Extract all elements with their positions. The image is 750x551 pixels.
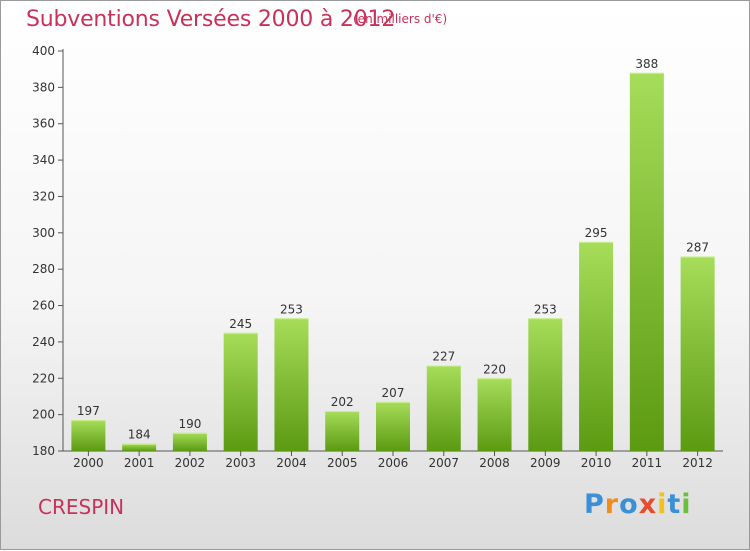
logo-letter: o — [619, 489, 639, 520]
x-tick-label-2007: 2007 — [428, 456, 459, 470]
bar-2006 — [376, 401, 410, 451]
axes: 180 200 220 240 260 280 300 320 340 360 380 400 2000… — [32, 44, 723, 470]
bar-2012 — [680, 256, 715, 451]
data-label-2009: 253 — [534, 302, 557, 316]
data-label-2001: 184 — [128, 428, 151, 442]
bar-2003 — [223, 332, 258, 451]
y-tick-label: 280 — [32, 262, 55, 276]
y-tick-label: 240 — [32, 335, 55, 349]
x-tick-label-2012: 2012 — [682, 456, 713, 470]
x-tick-label-2003: 2003 — [225, 456, 256, 470]
y-tick-label: 260 — [32, 299, 55, 313]
x-tick-label-2010: 2010 — [581, 456, 612, 470]
bar-2005 — [325, 411, 360, 451]
x-tick-label-2004: 2004 — [276, 456, 307, 470]
data-label-2000: 197 — [77, 404, 100, 418]
logo-letter: P — [584, 489, 605, 520]
data-label-2012: 287 — [686, 240, 709, 254]
data-label-2011: 388 — [635, 57, 658, 71]
y-tick-label: 300 — [32, 226, 55, 240]
data-label-2004: 253 — [280, 302, 303, 316]
logo-letter: x — [638, 489, 658, 520]
y-tick-label: 320 — [32, 189, 55, 203]
bar-2007 — [426, 365, 461, 451]
logo-letter: i — [681, 489, 692, 520]
bar-2002 — [172, 432, 207, 451]
chart-title: Subventions Versées 2000 à 2012 — [26, 7, 396, 32]
data-label-2005: 202 — [331, 395, 354, 409]
bar-2004 — [274, 318, 309, 451]
y-tick-label: 180 — [32, 444, 55, 458]
bar-2010 — [579, 241, 614, 451]
logo-letter: i — [657, 489, 668, 520]
bar-2001 — [122, 443, 157, 451]
bar-2011 — [629, 72, 664, 452]
data-label-2002: 190 — [178, 417, 201, 431]
y-tick-label: 360 — [32, 117, 55, 131]
x-tick-label-2002: 2002 — [175, 456, 206, 470]
x-tick-label-2011: 2011 — [632, 456, 663, 470]
y-tick-label: 220 — [32, 371, 55, 385]
x-tick-label-2009: 2009 — [530, 456, 561, 470]
logo-letter: t — [667, 489, 682, 520]
logo-letter: r — [604, 489, 620, 520]
proxiti-logo[interactable]: Proxiti — [584, 489, 692, 520]
data-label-2003: 245 — [229, 317, 252, 331]
y-tick-label: 400 — [32, 44, 55, 58]
data-label-2008: 220 — [483, 362, 506, 376]
x-tick-label-2000: 2000 — [73, 456, 104, 470]
chart-subtitle: (en milliers d'€) — [353, 12, 448, 26]
bar-2000 — [71, 420, 106, 451]
y-tick-label: 340 — [32, 153, 55, 167]
y-tick-label: 200 — [32, 408, 55, 422]
data-label-2010: 295 — [585, 226, 608, 240]
bars — [71, 72, 715, 452]
data-labels: 197 184 190 245 253 202 207 227 220 253 295 388 287 — [77, 57, 709, 442]
commune-name: CRESPIN — [38, 495, 125, 519]
data-label-2006: 207 — [382, 386, 405, 400]
x-tick-label-2006: 2006 — [378, 456, 409, 470]
x-tick-label-2005: 2005 — [327, 456, 358, 470]
data-label-2007: 227 — [432, 350, 455, 364]
bar-2009 — [528, 318, 563, 451]
x-tick-label-2001: 2001 — [124, 456, 155, 470]
y-tick-label: 380 — [32, 80, 55, 94]
bar-2008 — [477, 378, 512, 451]
x-tick-label-2008: 2008 — [479, 456, 510, 470]
